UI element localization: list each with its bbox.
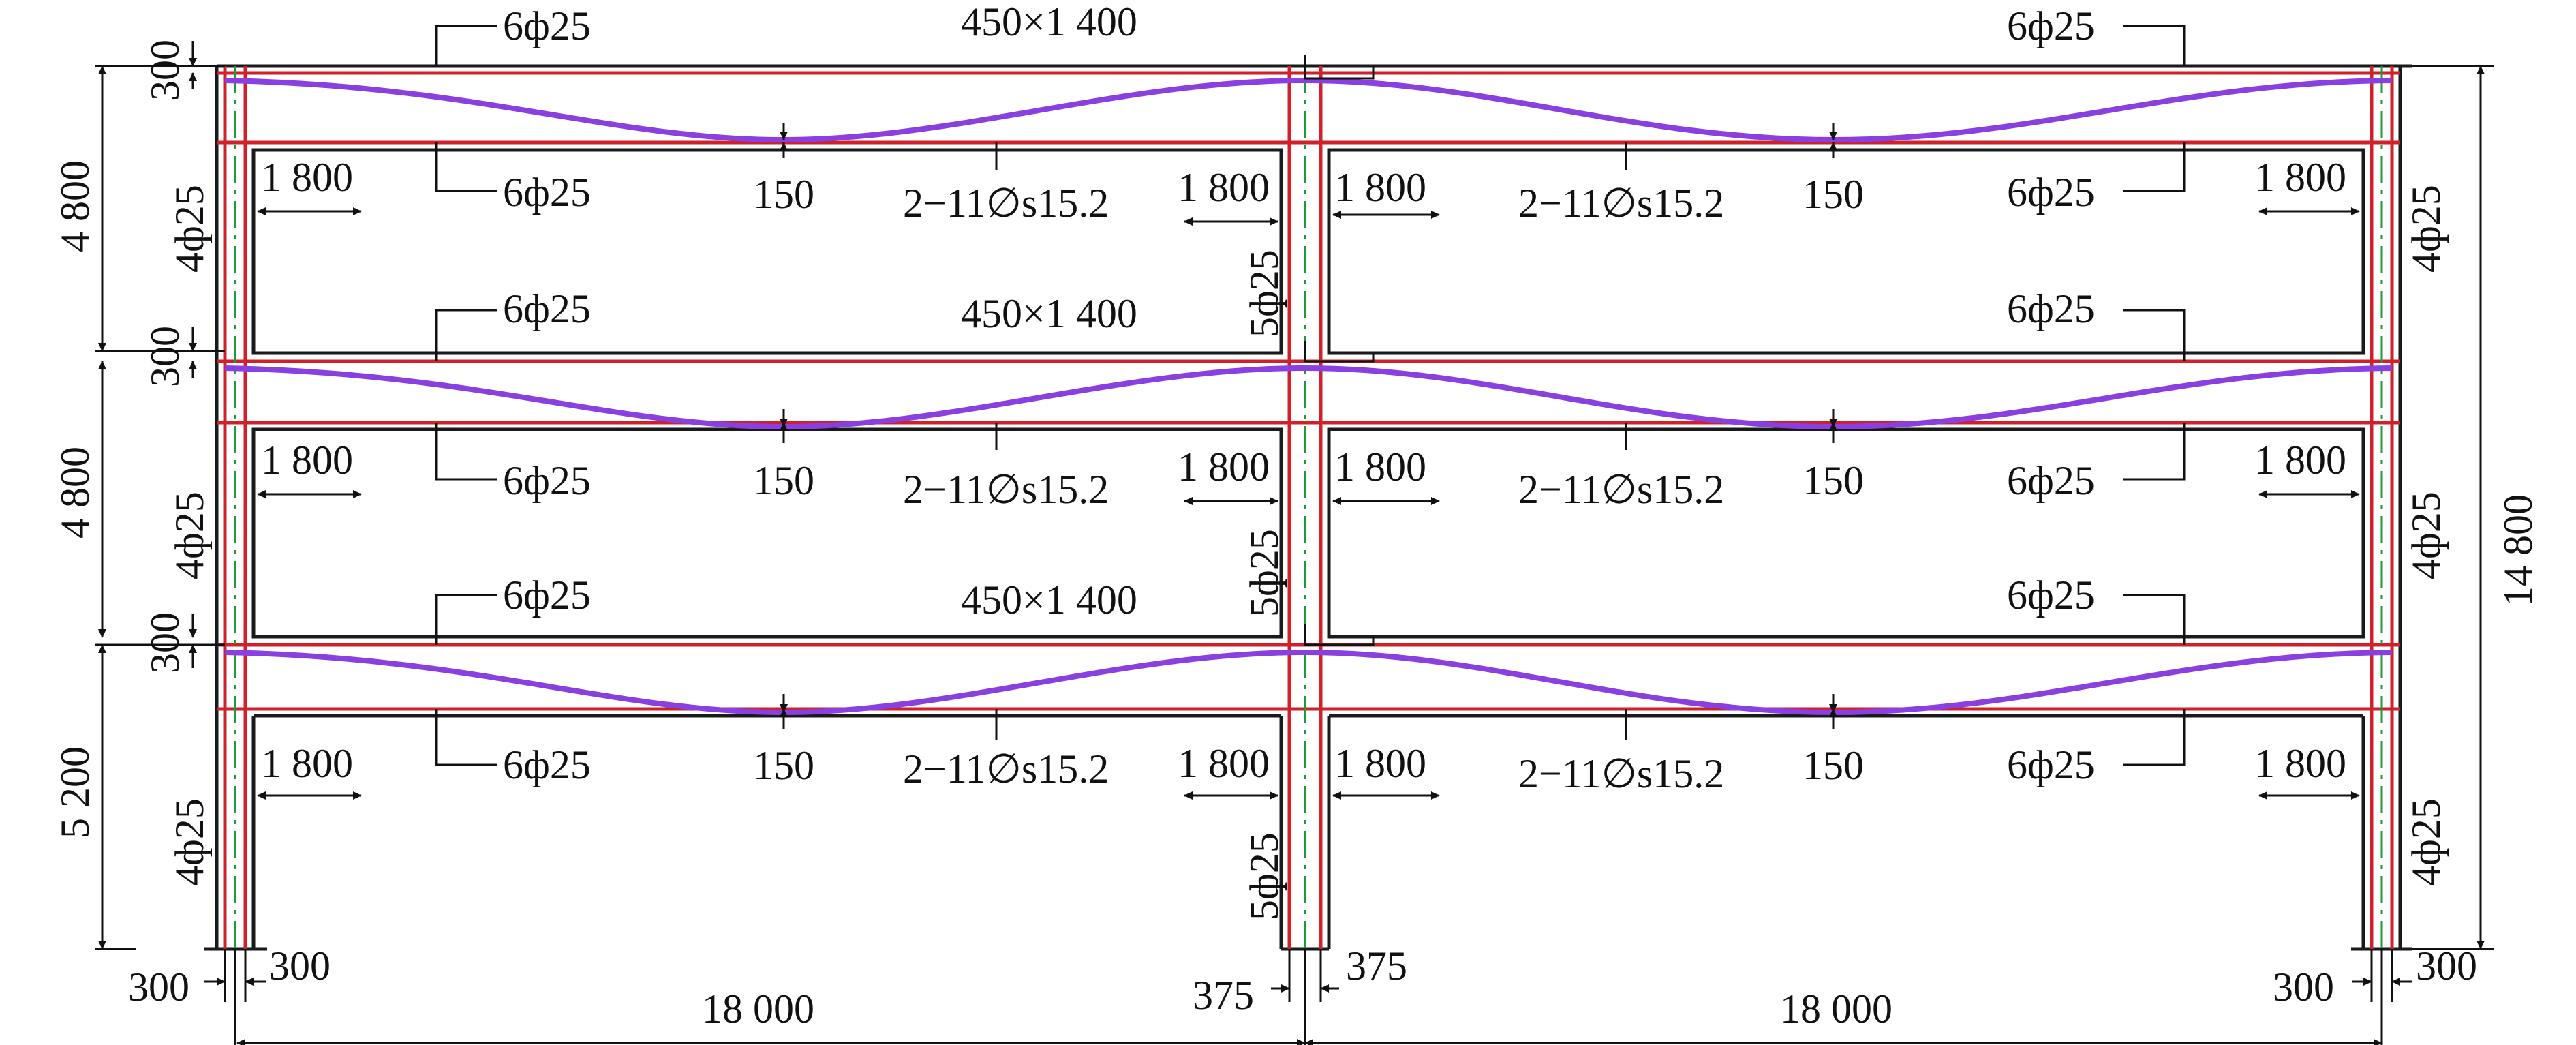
label-bottom-bars-3b: 6ф25	[2007, 742, 2095, 787]
label-mid-col-2: 5ф25	[1242, 529, 1287, 617]
concrete-outline	[204, 64, 2412, 951]
label-top-bars-1a: 6ф25	[503, 3, 591, 48]
label-offset-3b: 150	[1803, 743, 1864, 788]
label-tendon-3b: 2−11∅s15.2	[1518, 751, 1724, 796]
label-beam-section-2: 450×1 400	[961, 291, 1137, 336]
label-offset-3a: 150	[753, 743, 814, 788]
bay-left-level-1	[251, 148, 1283, 355]
label-end-zone-1d: 1 800	[2254, 155, 2346, 200]
label-top-bars-3b: 6ф25	[2007, 573, 2095, 618]
label-storey-2: 4 800	[52, 446, 97, 539]
label-side-col-dim-d: 300	[2416, 943, 2477, 988]
bay-right-level-1	[1327, 148, 2365, 355]
label-end-zone-1c: 1 800	[1334, 165, 1426, 210]
label-mid-col-dim-b: 375	[1346, 943, 1407, 988]
label-side-col-dim-a: 300	[128, 965, 189, 1010]
label-end-zone-3d: 1 800	[2254, 741, 2346, 786]
label-storey-1: 4 800	[52, 160, 97, 252]
label-bottom-bars-1b: 6ф25	[2007, 170, 2095, 215]
label-offset-2b: 150	[1803, 458, 1864, 503]
column-axes	[234, 66, 2383, 949]
label-top-bars-2b: 6ф25	[2007, 286, 2095, 331]
label-side-col-2b: 4ф25	[2404, 491, 2449, 579]
label-end-zone-1a: 1 800	[261, 155, 353, 200]
label-side-col-1b: 4ф25	[2404, 185, 2449, 273]
labels: 450×1 400 6ф25 6ф25 6ф25 6ф25 2−11∅s15.2…	[52, 0, 2541, 1031]
label-side-col-3a: 4ф25	[167, 798, 212, 886]
label-beam-depth-1: 300	[142, 40, 187, 101]
label-span-1: 18 000	[702, 986, 814, 1031]
label-bottom-bars-2b: 6ф25	[2007, 458, 2095, 503]
label-bottom-bars-2a: 6ф25	[503, 458, 591, 503]
label-mid-col-3: 5ф25	[1242, 832, 1287, 920]
label-end-zone-2b: 1 800	[1178, 444, 1270, 489]
dimension-lines	[95, 41, 2494, 1045]
label-tendon-1b: 2−11∅s15.2	[1518, 181, 1724, 226]
label-end-zone-3b: 1 800	[1178, 741, 1270, 786]
label-tendon-3a: 2−11∅s15.2	[903, 746, 1109, 791]
label-side-col-2a: 4ф25	[167, 491, 212, 579]
label-tendon-1a: 2−11∅s15.2	[903, 181, 1109, 226]
label-end-zone-3c: 1 800	[1334, 741, 1426, 786]
label-tendon-2b: 2−11∅s15.2	[1518, 467, 1724, 512]
label-storey-3: 5 200	[52, 746, 97, 838]
label-end-zone-2d: 1 800	[2254, 438, 2346, 483]
label-end-zone-2c: 1 800	[1334, 444, 1426, 489]
leader-lines	[435, 25, 2186, 766]
label-side-col-1a: 4ф25	[167, 185, 212, 273]
label-end-zone-2a: 1 800	[261, 438, 353, 483]
prestress-tendons	[224, 77, 2393, 716]
label-beam-depth-2: 300	[142, 326, 187, 387]
label-top-bars-2a: 6ф25	[503, 286, 591, 331]
bay-left-level-2	[251, 427, 1283, 639]
bay-right-level-2	[1327, 427, 2365, 639]
label-end-zone-3a: 1 800	[261, 741, 353, 786]
label-beam-section-1: 450×1 400	[961, 0, 1137, 44]
label-side-col-dim-b: 300	[269, 943, 331, 988]
label-side-col-3b: 4ф25	[2404, 798, 2449, 886]
label-tendon-2a: 2−11∅s15.2	[903, 467, 1109, 512]
label-side-col-dim-c: 300	[2273, 965, 2334, 1010]
label-bottom-bars-1a: 6ф25	[503, 170, 591, 215]
label-end-zone-1b: 1 800	[1178, 165, 1270, 210]
label-top-bars-3a: 6ф25	[503, 573, 591, 618]
label-offset-1a: 150	[753, 172, 814, 217]
label-offset-1b: 150	[1803, 172, 1864, 217]
label-mid-col-dim-a: 375	[1193, 973, 1254, 1018]
label-mid-col-1: 5ф25	[1242, 249, 1287, 337]
label-offset-2a: 150	[753, 458, 814, 503]
label-total-height: 14 800	[2496, 494, 2541, 607]
label-bottom-bars-3a: 6ф25	[503, 742, 591, 787]
label-top-bars-1b: 6ф25	[2007, 3, 2095, 48]
label-span-2: 18 000	[1780, 986, 1892, 1031]
label-beam-section-3: 450×1 400	[961, 577, 1137, 622]
label-beam-depth-3: 300	[142, 612, 187, 673]
